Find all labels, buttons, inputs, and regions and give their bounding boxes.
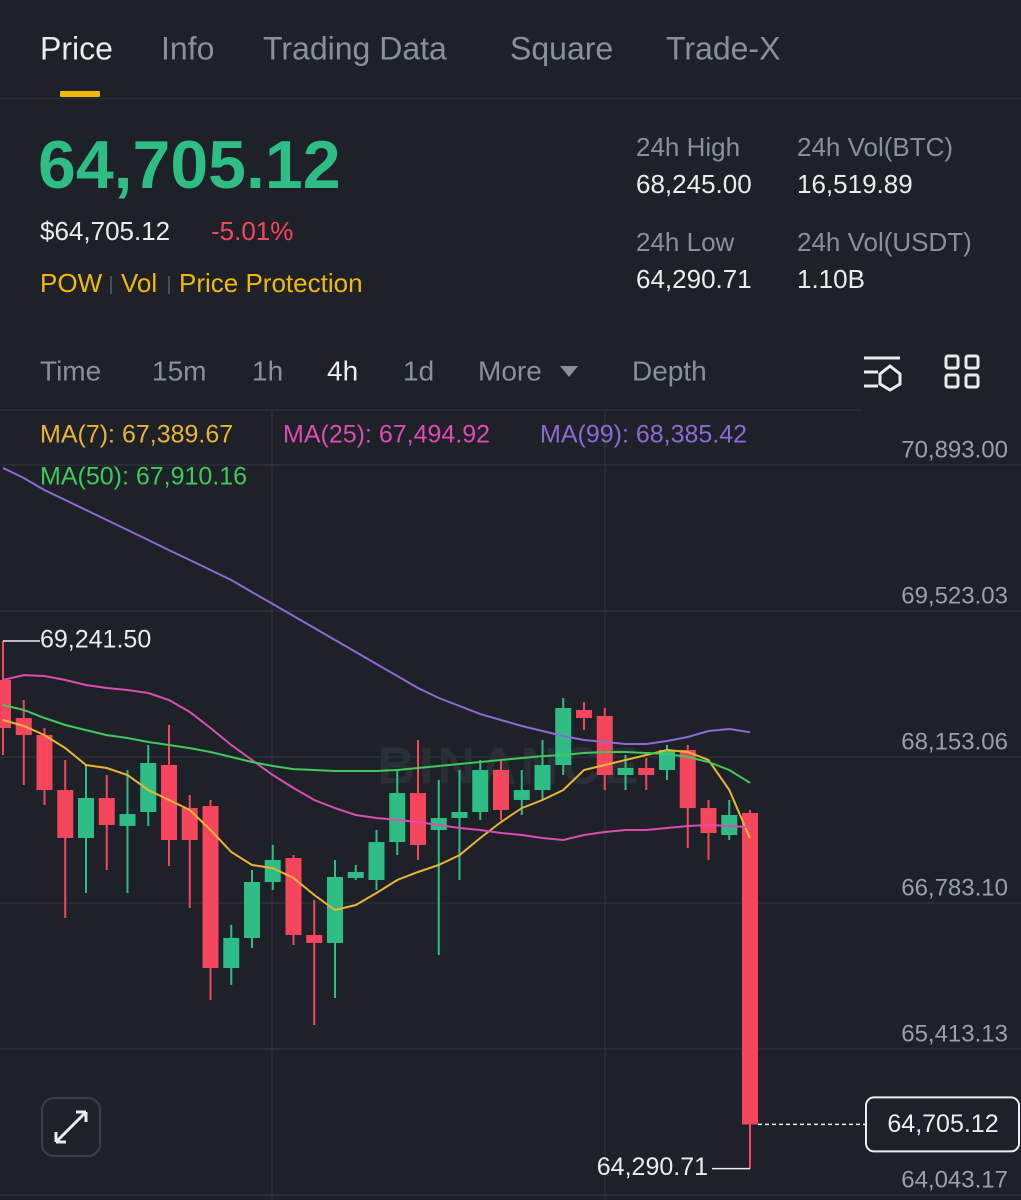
- candle-body: [742, 812, 758, 1125]
- candle-body: [306, 934, 323, 943]
- tab[interactable]: Price: [40, 30, 113, 66]
- candle-body: [389, 793, 406, 843]
- interval[interactable]: More: [478, 355, 542, 386]
- stat-value: 16,519.89: [797, 169, 913, 199]
- candle-body: [679, 749, 696, 809]
- stat-value: 1.10B: [797, 264, 865, 294]
- candle-body: [57, 790, 74, 839]
- fiat-price: $64,705.12: [40, 216, 170, 246]
- tag[interactable]: POW: [40, 268, 103, 298]
- y-tick-label: 65,413.13: [901, 1020, 1008, 1047]
- y-tick-label: 70,893.00: [901, 436, 1008, 463]
- tab[interactable]: Info: [161, 30, 214, 66]
- candle-body: [347, 871, 364, 878]
- candle-body: [202, 806, 219, 969]
- y-tick-label: 68,153.06: [901, 728, 1008, 755]
- candle-body: [472, 770, 489, 813]
- y-tick-label: 66,783.10: [901, 874, 1008, 901]
- tag[interactable]: Price Protection: [179, 268, 363, 298]
- candle-body: [0, 679, 11, 729]
- low-marker-label: 64,290.71: [597, 1153, 708, 1181]
- interval[interactable]: 15m: [152, 355, 206, 386]
- tab[interactable]: Square: [510, 30, 613, 66]
- candle-body: [368, 842, 385, 880]
- y-tick-label: 64,043.17: [901, 1166, 1008, 1193]
- tag[interactable]: Vol: [121, 268, 157, 298]
- last-price-label: 64,705.12: [887, 1110, 998, 1138]
- candle-body: [513, 790, 530, 800]
- candle-body: [78, 798, 94, 839]
- interval[interactable]: 4h: [327, 355, 358, 386]
- ma-line: [2, 467, 751, 745]
- candle-body: [98, 798, 115, 826]
- legend-entry: MA(99): 68,385.42: [540, 421, 747, 449]
- candle-body: [36, 735, 53, 791]
- stat-value: 68,245.00: [636, 169, 752, 199]
- chart: 70,893.00 69,523.03 68,153.06 66,783.10 65,4…: [0, 411, 1021, 1200]
- stat-label: 24h Vol(USDT): [797, 227, 972, 257]
- stat-value: 64,290.71: [636, 264, 752, 294]
- candle-body: [638, 767, 655, 776]
- candle-body: [285, 858, 302, 935]
- legend-entry: MA(50): 67,910.16: [40, 463, 247, 491]
- candle-body: [140, 762, 157, 813]
- candle-body: [181, 808, 198, 841]
- tab[interactable]: Trade-X: [666, 30, 780, 66]
- interval[interactable]: 1h: [252, 355, 283, 386]
- candle-body: [534, 765, 551, 791]
- candle-body: [223, 937, 240, 969]
- candle-body: [617, 767, 634, 776]
- legend-entry: MA(7): 67,389.67: [40, 421, 233, 449]
- legend-entry: MA(25): 67,494.92: [283, 421, 490, 449]
- price-change: -5.01%: [211, 216, 293, 246]
- tab-indicator: [60, 91, 100, 97]
- candle-body: [410, 793, 426, 846]
- candle-body: [493, 770, 509, 810]
- interval[interactable]: Time: [40, 355, 101, 386]
- high-marker-label: 69,241.50: [40, 626, 151, 654]
- last-price: 64,705.12: [38, 127, 341, 203]
- candle-body: [576, 710, 592, 719]
- stat-label: 24h High: [636, 132, 740, 162]
- stat-label: 24h Vol(BTC): [797, 132, 953, 162]
- ma-line: [2, 674, 751, 842]
- candle-body: [596, 715, 613, 776]
- ma-line: [2, 704, 751, 784]
- stat-label: 24h Low: [636, 227, 735, 257]
- candle-body: [119, 814, 136, 826]
- candle-body: [161, 765, 177, 841]
- dropdown-arrow: [560, 366, 578, 377]
- ma-line: [2, 719, 751, 912]
- fullscreen-button[interactable]: [41, 1097, 101, 1157]
- candle-body: [451, 812, 468, 818]
- layout-icon[interactable]: [944, 354, 980, 389]
- interval[interactable]: 1d: [403, 355, 434, 386]
- candle-body: [244, 882, 260, 938]
- interval[interactable]: Depth: [632, 355, 707, 386]
- candle-body: [700, 808, 717, 833]
- candle-body: [264, 859, 281, 883]
- indicator-icon[interactable]: [864, 356, 902, 392]
- last-price-box: [865, 1096, 1020, 1153]
- tab[interactable]: Trading Data: [263, 30, 447, 66]
- y-tick-label: 69,523.03: [901, 582, 1008, 609]
